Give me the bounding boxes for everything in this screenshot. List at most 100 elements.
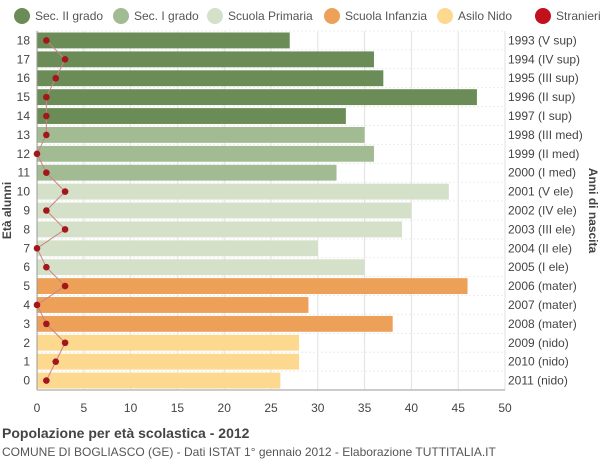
stranieri-point [43,37,50,44]
stranieri-point [43,320,50,328]
y2-axis-title: Anni di nascita [586,168,600,254]
stranieri-point [33,150,41,158]
bar [37,108,346,124]
stranieri-point [61,56,69,63]
y-tick-label: 17 [17,52,31,66]
x-tick-label: 5 [80,401,87,415]
y-tick-label: 9 [23,204,30,218]
bar [37,51,374,68]
bar [37,334,300,351]
y2-tick-label: 2001 (V ele) [508,185,573,199]
y2-tick-label: 1993 (V sup) [508,33,577,47]
bar [37,89,477,106]
stranieri-point [33,301,41,309]
stranieri-point [43,263,50,271]
legend-item: Scuola Infanzia [324,6,427,26]
legend-swatch [535,8,551,24]
y2-tick-label: 2010 (nido) [508,355,569,369]
bar [37,164,337,181]
chart-footer-subtitle: COMUNE DI BOGLIASCO (GE) - Dati ISTAT 1°… [2,445,496,459]
y2-tick-label: 2005 (I ele) [508,260,569,274]
bar [37,297,309,313]
y2-tick-label: 2006 (mater) [508,279,577,293]
stranieri-point [43,93,50,101]
bar [37,145,374,162]
bar [37,259,365,276]
y-tick-label: 4 [23,298,30,312]
legend-swatch [324,8,340,24]
bar [37,221,403,238]
y2-tick-label: 2007 (mater) [508,298,577,312]
legend-item: Sec. I grado [113,6,199,26]
y2-tick-label: 1995 (III sup) [508,71,579,85]
y2-tick-label: 2003 (III ele) [508,222,575,236]
stranieri-point [61,188,69,195]
x-tick-label: 35 [358,401,372,415]
bar [37,70,384,87]
legend-swatch [113,8,129,24]
y-tick-label: 14 [17,109,31,123]
y2-tick-label: 2004 (II ele) [508,241,572,255]
y2-tick-label: 1998 (III med) [508,128,583,142]
legend-label: Asilo Nido [458,9,513,23]
x-tick-label: 0 [34,401,41,415]
chart-footer-title: Popolazione per età scolastica - 2012 [2,425,250,441]
y-tick-label: 18 [17,33,31,47]
y-tick-label: 0 [23,374,30,388]
legend-item: Asilo Nido [437,6,512,26]
y-tick-label: 13 [17,128,31,142]
legend-label: Sec. I grado [134,9,199,23]
y-tick-label: 10 [17,185,31,199]
y-tick-label: 2 [23,336,30,350]
x-tick-label: 20 [218,401,232,415]
legend-item: Sec. II grado [14,6,103,26]
y-axis-title: Età alunni [0,182,14,239]
x-tick-label: 30 [311,401,325,415]
y2-tick-label: 1997 (I sup) [508,109,572,123]
legend-item: Scuola Primaria [207,6,313,26]
y-tick-label: 1 [23,355,30,369]
y2-tick-label: 2009 (nido) [508,336,569,350]
stranieri-point [43,131,50,139]
legend: Sec. II grado Sec. I grado Scuola Primaria… [0,6,600,26]
y-tick-label: 15 [17,90,31,104]
bar [37,372,281,389]
legend-item: Stranieri [535,6,600,26]
stranieri-point [43,207,50,214]
stranieri-point [43,169,50,177]
y-tick-label: 6 [23,260,30,274]
y2-tick-label: 1999 (II med) [508,147,579,161]
y2-tick-label: 2008 (mater) [508,317,577,331]
stranieri-point [43,112,50,120]
y-tick-label: 3 [23,317,30,331]
x-tick-label: 45 [452,401,466,415]
legend-label: Stranieri [556,9,600,23]
bar [37,183,449,200]
bar [37,202,412,219]
legend-label: Scuola Infanzia [345,9,428,23]
bar [37,278,468,295]
legend-label: Scuola Primaria [228,9,313,23]
y-tick-label: 16 [17,71,31,85]
y-tick-label: 8 [23,222,30,236]
stranieri-point [61,282,69,290]
y2-tick-label: 2011 (nido) [508,374,568,388]
x-tick-label: 25 [264,401,278,415]
legend-swatch [207,8,223,24]
legend-label: Sec. II grado [35,9,104,23]
stranieri-point [52,358,60,365]
bar [37,240,318,257]
bar [37,353,300,370]
x-tick-label: 50 [498,401,512,415]
x-tick-label: 15 [171,401,185,415]
bar [37,32,290,49]
y2-tick-label: 2000 (I med) [508,166,576,180]
bar [37,126,365,143]
y-tick-label: 5 [23,279,30,293]
y-tick-label: 12 [17,147,31,161]
stranieri-point [43,377,50,384]
stranieri-point [61,226,69,233]
bar [37,315,393,332]
legend-swatch [437,8,453,24]
